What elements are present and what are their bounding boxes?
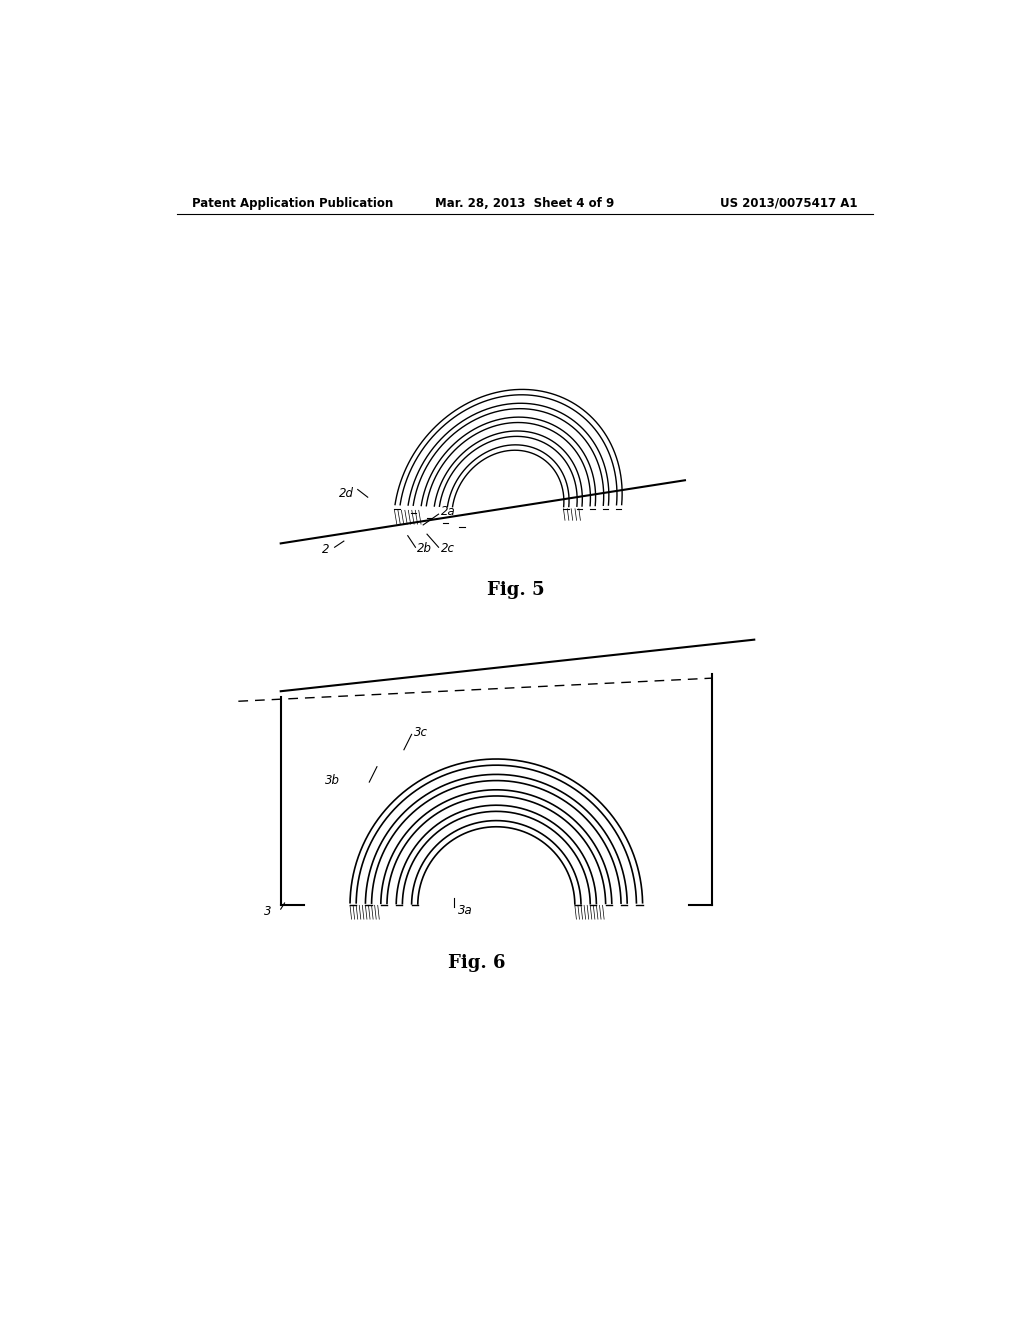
Text: 3c: 3c: [414, 726, 428, 739]
Text: Fig. 6: Fig. 6: [449, 954, 506, 972]
Text: 2b: 2b: [417, 543, 432, 556]
Text: Patent Application Publication: Patent Application Publication: [193, 197, 393, 210]
Text: US 2013/0075417 A1: US 2013/0075417 A1: [720, 197, 857, 210]
Text: 3: 3: [264, 906, 271, 917]
Text: 3b: 3b: [325, 774, 340, 787]
Text: Mar. 28, 2013  Sheet 4 of 9: Mar. 28, 2013 Sheet 4 of 9: [435, 197, 614, 210]
Text: 2a: 2a: [441, 506, 456, 519]
Text: Fig. 5: Fig. 5: [486, 581, 545, 598]
Text: 2d: 2d: [339, 487, 354, 500]
Text: 2: 2: [322, 543, 330, 556]
Text: 2c: 2c: [441, 541, 455, 554]
Text: 3a: 3a: [458, 904, 472, 917]
